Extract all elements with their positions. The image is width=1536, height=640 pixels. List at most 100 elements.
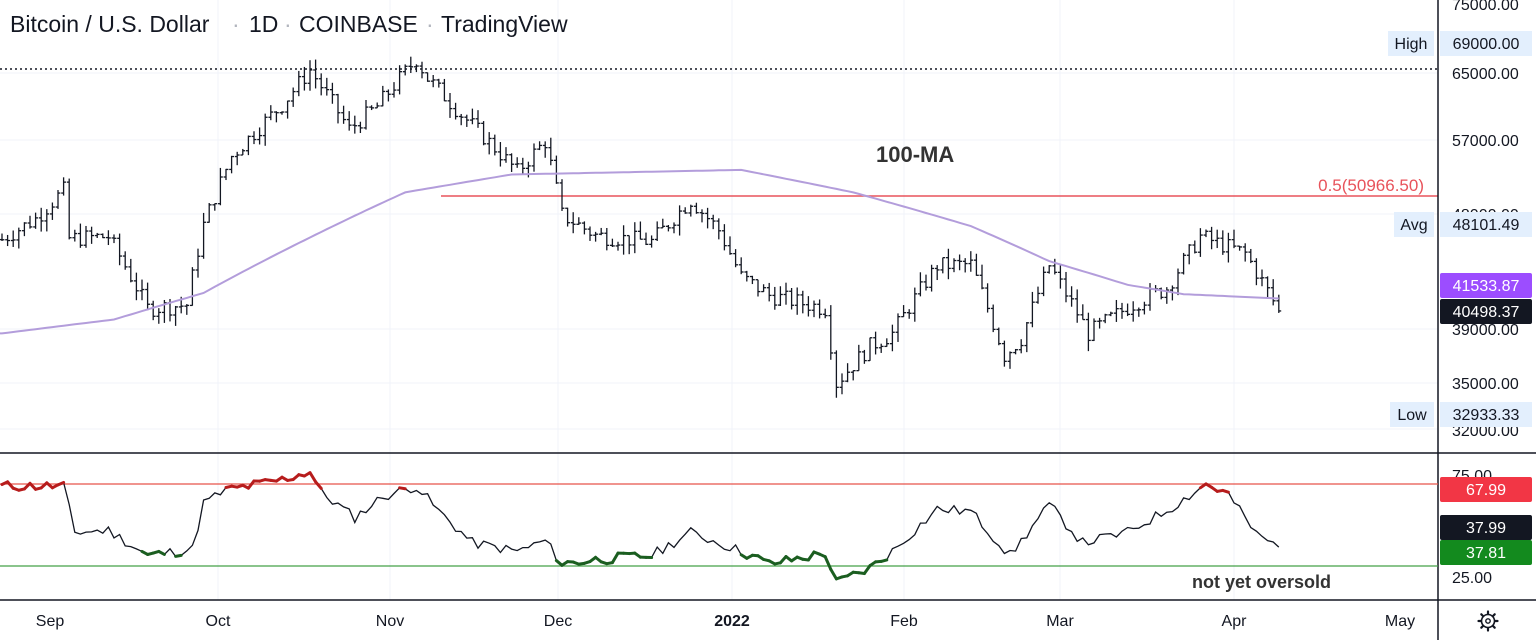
ohlc-bar (531, 143, 537, 172)
rsi-oversold-segments (140, 549, 889, 581)
rsi-oversold-segment (157, 549, 166, 556)
ohlc-bar (156, 308, 162, 324)
ohlc-bar (1270, 279, 1276, 306)
ohlc-bar (257, 127, 262, 145)
ohlc-bar (688, 204, 694, 217)
ohlc-bars (0, 56, 1282, 398)
low-label: Low (1397, 407, 1427, 424)
ohlc-bar (94, 232, 100, 238)
rsi-overbought-badge (1440, 477, 1532, 502)
ohlc-bar (1018, 339, 1024, 354)
price-axis[interactable]: 75000.00 65000.00 57000.00 48000.00 3900… (1388, 0, 1532, 440)
high-value-bg (1440, 31, 1532, 56)
ohlc-bar (828, 305, 834, 360)
ma-100-line[interactable] (0, 168, 1279, 335)
ohlc-bar (1181, 252, 1186, 275)
ohlc-bar (934, 265, 940, 281)
ohlc-bar (1052, 258, 1058, 275)
ohlc-bar (128, 258, 134, 283)
ohlc-bar (302, 66, 307, 91)
ohlc-bar (1002, 340, 1007, 367)
ohlc-bar (839, 373, 845, 395)
ohlc-bar (834, 350, 839, 398)
ohlc-bar (923, 274, 929, 291)
ohlc-bar (111, 234, 117, 244)
ohlc-bar (974, 253, 979, 276)
ohlc-bar (946, 248, 951, 280)
ohlc-bar (1237, 245, 1242, 251)
ohlc-bar (363, 99, 369, 130)
ohlc-bar (122, 251, 128, 270)
ohlc-bar (705, 207, 710, 229)
ohlc-bar (1063, 271, 1069, 303)
settings-gear-icon[interactable] (1477, 610, 1499, 632)
rsi-oversold-value: 37.81 (1466, 545, 1506, 562)
ohlc-bar (1231, 229, 1237, 249)
ohlc-bar (766, 282, 772, 302)
ohlc-bar (498, 142, 503, 167)
avg-label: Avg (1400, 217, 1427, 234)
ohlc-bar (38, 207, 44, 232)
ohlc-bar (1035, 286, 1041, 304)
ohlc-bar (744, 270, 750, 282)
ohlc-bar (1119, 302, 1125, 319)
title-dot-3: · (426, 11, 434, 37)
ohlc-bar (234, 151, 240, 166)
time-label: Sep (36, 613, 65, 630)
ohlc-bar (358, 121, 363, 134)
ohlc-bar (587, 226, 593, 241)
ohlc-bar (10, 230, 16, 247)
ohlc-bar (593, 231, 598, 242)
ohlc-bar (582, 221, 587, 235)
ohlc-bar (1248, 248, 1254, 264)
ohlc-bar (61, 177, 66, 196)
ohlc-bar (100, 233, 106, 239)
ohlc-bar (856, 344, 862, 372)
title-dot-2: · (284, 11, 292, 37)
ohlc-bar (1108, 311, 1114, 317)
ohlc-bar (0, 233, 5, 242)
ohlc-bar (436, 78, 442, 88)
ohlc-bar (682, 207, 688, 214)
time-label: May (1385, 613, 1415, 630)
ohlc-bar (867, 337, 873, 362)
ohlc-bar (1209, 226, 1214, 250)
ohlc-bar (414, 64, 419, 73)
ohlc-bar (369, 105, 374, 111)
rsi-overbought-segment (308, 471, 318, 484)
ohlc-bar (1186, 244, 1192, 265)
ohlc-bar (890, 324, 895, 352)
rsi-axis[interactable]: 75.00 25.00 67.99 37.99 37.81 (1440, 468, 1532, 587)
ohlc-bar (621, 225, 626, 255)
time-axis[interactable]: Sep Oct Nov Dec 2022 Feb Mar Apr May (36, 613, 1415, 630)
ohlc-bar (727, 236, 733, 255)
rsi-overbought-value: 67.99 (1466, 482, 1506, 499)
ohlc-bar (44, 209, 50, 232)
ohlc-bar (318, 73, 324, 96)
ohlc-bar (1192, 240, 1198, 254)
ohlc-bar (55, 190, 61, 209)
ohlc-bar (481, 121, 486, 146)
avg-value: 48101.49 (1453, 217, 1520, 234)
ohlc-bar (1069, 286, 1074, 307)
high-label-bg (1388, 31, 1434, 56)
ohlc-bar (195, 248, 201, 278)
ohlc-bar (509, 153, 514, 172)
time-label: Feb (890, 613, 918, 630)
ohlc-bar (229, 155, 234, 174)
ohlc-bar (50, 202, 55, 220)
ohlc-bar (391, 82, 397, 98)
ohlc-bar (514, 157, 520, 168)
symbol-title: Bitcoin / U.S. Dollar (10, 11, 210, 37)
ohlc-bar (1041, 266, 1046, 297)
fib-0.5-label: 0.5(50966.50) (1318, 176, 1424, 195)
source-title: TradingView (441, 11, 568, 37)
ohlc-bar (150, 300, 156, 321)
ohlc-bar (190, 267, 195, 307)
ohlc-bar (341, 105, 346, 124)
ohlc-bar (458, 113, 464, 126)
high-value: 69000.00 (1453, 36, 1520, 53)
ohlc-bar (1142, 301, 1147, 315)
ohlc-bar (1097, 317, 1102, 329)
